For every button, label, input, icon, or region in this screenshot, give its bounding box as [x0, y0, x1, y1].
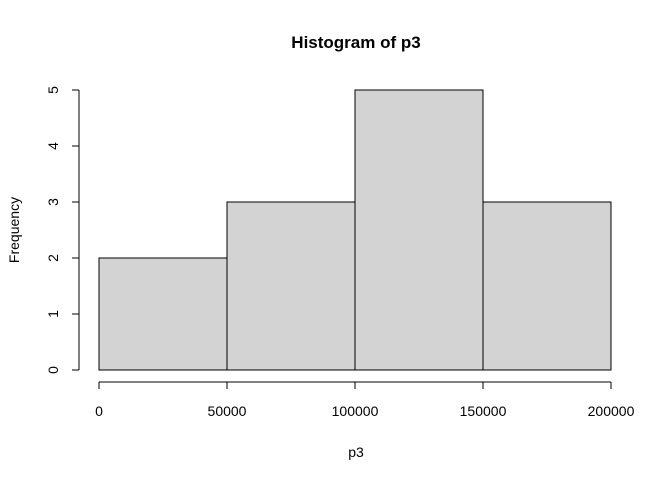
chart-title: Histogram of p3: [291, 33, 420, 52]
bars: [98, 89, 612, 371]
histogram-bar-3: [354, 89, 484, 371]
x-tick-label: 0: [95, 403, 103, 419]
x-tick-label: 200000: [588, 403, 635, 419]
y-tick-label: 2: [45, 254, 61, 262]
x-axis-label: p3: [348, 444, 364, 460]
y-tick-label: 4: [45, 142, 61, 150]
y-axis: 0 1 2 3 4 5: [45, 86, 80, 374]
y-axis-label: Frequency: [6, 197, 22, 263]
x-tick-label: 100000: [332, 403, 379, 419]
x-tick-label: 150000: [460, 403, 507, 419]
y-tick-label: 1: [45, 310, 61, 318]
histogram-bar-1: [98, 257, 228, 371]
y-tick-label: 5: [45, 86, 61, 94]
x-axis: 0 50000 100000 150000 200000: [95, 381, 635, 419]
histogram-bar-4: [482, 201, 612, 371]
x-tick-label: 50000: [208, 403, 247, 419]
y-tick-label: 0: [45, 366, 61, 374]
histogram-bar-2: [226, 201, 356, 371]
y-tick-label: 3: [45, 198, 61, 206]
